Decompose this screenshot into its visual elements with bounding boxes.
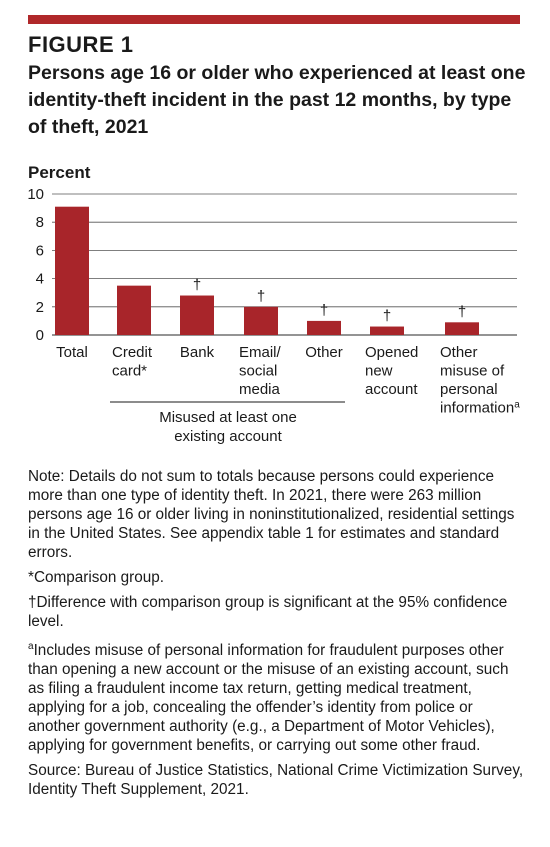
bar-2 (180, 295, 214, 335)
footnote-marker: a (28, 641, 34, 652)
significance-marker-3: † (257, 288, 265, 305)
x-label-3-line-2: media (239, 381, 281, 398)
y-tick-0: 0 (36, 327, 44, 344)
y-tick-6: 6 (36, 242, 44, 259)
x-label-6-line-3: informationa (440, 399, 520, 417)
source-note: Source: Bureau of Justice Statistics, Na… (28, 762, 524, 799)
y-tick-8: 8 (36, 214, 44, 231)
bar-1 (117, 285, 151, 335)
x-label-6-line-1: misuse of (440, 363, 505, 380)
x-label-5-line-1: new (365, 363, 393, 380)
significance-note: †Difference with comparison group is sig… (28, 594, 508, 630)
x-label-1-line-1: card* (112, 363, 147, 380)
x-label-3-line-0: Email/ (239, 344, 282, 361)
group-label-line-0: Misused at least one (159, 409, 297, 426)
top-accent-bar (28, 15, 520, 24)
group-label-line-1: existing account (174, 428, 282, 445)
bars (55, 206, 479, 335)
x-label-6-line-0: Other (440, 344, 478, 361)
comparison-note: *Comparison group. (28, 569, 165, 586)
significance-marker-2: † (193, 277, 201, 294)
x-label-4-line-0: Other (305, 344, 343, 361)
bar-4 (307, 320, 341, 335)
bar-chart: Percent 0 2 4 6 8 10 † † † † † Total Credit card* Ba… (27, 163, 520, 445)
x-label-5-line-2: account (365, 381, 418, 398)
bar-0 (55, 206, 89, 335)
significance-marker-6: † (458, 303, 466, 320)
bar-5 (370, 326, 404, 335)
significance-marker-4: † (320, 302, 328, 319)
bar-6 (445, 322, 479, 335)
x-label-2-line-0: Bank (180, 344, 215, 361)
x-label-3-line-1: social (239, 363, 277, 380)
y-tick-labels: 0 2 4 6 8 10 (27, 186, 44, 344)
footnote-a-text: Includes misuse of personal information … (28, 642, 509, 755)
bar-3 (244, 306, 278, 335)
footnote-a: aIncludes misuse of personal information… (28, 637, 528, 755)
x-label-5-line-0: Opened (365, 344, 418, 361)
y-tick-10: 10 (27, 186, 44, 203)
x-label-6-line-2: personal (440, 381, 498, 398)
y-axis-label: Percent (28, 163, 91, 182)
notes-section: Note: Details do not sum to totals becau… (28, 467, 528, 805)
x-label-0-line-0: Total (56, 344, 88, 361)
x-label-superscript: a (514, 399, 520, 410)
note-text: Note: Details do not sum to totals becau… (28, 468, 515, 561)
significance-markers: † † † † † (193, 277, 466, 325)
chart-title: Persons age 16 or older who experienced … (28, 62, 526, 138)
y-tick-4: 4 (36, 271, 44, 288)
y-tick-2: 2 (36, 299, 44, 316)
significance-marker-5: † (383, 308, 391, 325)
x-label-1-line-0: Credit (112, 344, 153, 361)
figure-label: FIGURE 1 (28, 32, 134, 57)
group-label: Misused at least one existing account (159, 409, 297, 445)
